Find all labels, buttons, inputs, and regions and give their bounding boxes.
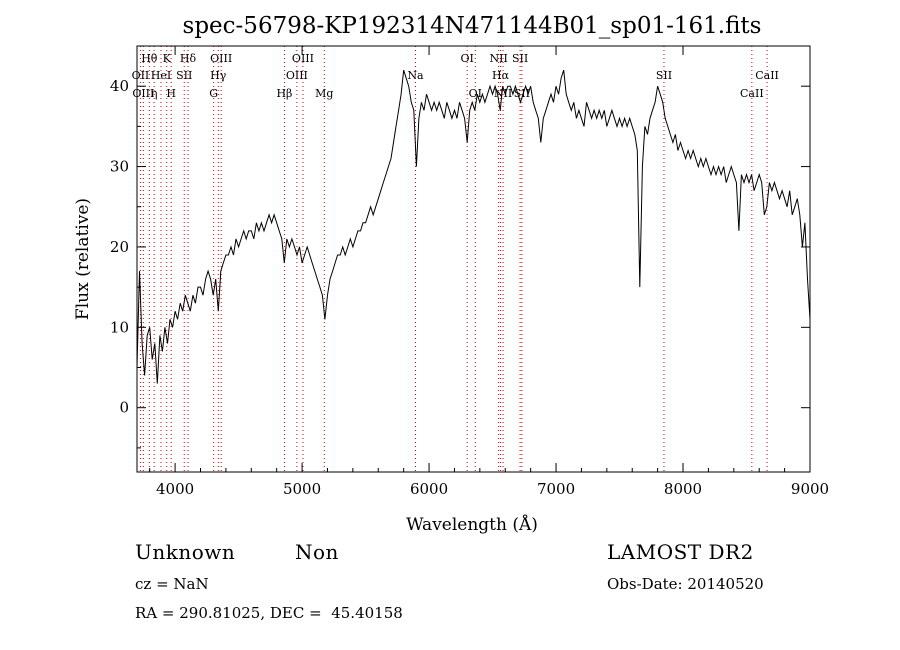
- line-label-6: H: [166, 87, 176, 100]
- line-label-16: Na: [407, 69, 424, 82]
- x-tick-label-2: 6000: [410, 480, 448, 498]
- y-tick-label-1: 10: [110, 318, 129, 336]
- observation-date: Obs-Date: 20140520: [607, 575, 764, 593]
- line-label-19: NII: [489, 52, 507, 65]
- line-label-7: SII: [176, 69, 192, 82]
- line-label-22: SII: [512, 52, 528, 65]
- line-label-4: HeI: [151, 69, 171, 82]
- line-label-20: Hα: [492, 69, 510, 82]
- line-label-3: η: [151, 87, 158, 100]
- y-tick-label-0: 0: [119, 399, 129, 417]
- survey-label: LAMOST DR2: [607, 540, 754, 564]
- line-label-5: K: [163, 52, 172, 65]
- line-label-13: OIII: [286, 69, 308, 82]
- y-tick-label-4: 40: [110, 77, 129, 95]
- line-label-9: G: [209, 87, 218, 100]
- line-label-2: Hθ: [141, 52, 158, 65]
- chart-title: spec-56798-KP192314N471144B01_sp01-161.f…: [183, 13, 762, 39]
- line-label-12: Hβ: [276, 87, 292, 100]
- subclass-label: Non: [295, 540, 339, 564]
- line-label-14: OIII: [292, 52, 314, 65]
- class-label: Unknown: [135, 540, 236, 564]
- x-tick-label-3: 7000: [537, 480, 575, 498]
- y-axis-label: Flux (relative): [73, 198, 93, 320]
- line-label-23: SII: [514, 87, 530, 100]
- spectrum-series-line: [136, 69, 811, 384]
- line-label-8: Hδ: [180, 52, 197, 65]
- line-label-11: OIII: [210, 52, 232, 65]
- spectral-line-labels: OIIOIIIHθηHeIKHSIIHδGHγOIIIHβOIIIOIIIMgN…: [132, 52, 779, 100]
- coordinates-text: RA = 290.81025, DEC = 45.40158: [135, 604, 403, 622]
- line-label-24: SII: [656, 69, 672, 82]
- cz-text: cz = NaN: [135, 575, 209, 593]
- x-axis-label: Wavelength (Å): [406, 514, 538, 535]
- y-tick-label-2: 20: [110, 238, 129, 256]
- line-label-26: CaII: [755, 69, 779, 82]
- line-label-1: OIII: [132, 87, 154, 100]
- plot-frame: [136, 45, 811, 473]
- y-axis-ticks: 0 10 20 30 40: [110, 45, 810, 449]
- spectral-line-markers: [139, 46, 768, 472]
- x-tick-label-5: 9000: [791, 480, 829, 498]
- line-label-0: OII: [132, 69, 150, 82]
- line-label-18: OI: [469, 87, 482, 100]
- line-label-17: OI: [460, 52, 473, 65]
- y-tick-label-3: 30: [110, 158, 129, 176]
- line-label-25: CaII: [740, 87, 764, 100]
- line-label-10: Hγ: [210, 69, 227, 82]
- line-label-15: Mg: [315, 87, 333, 100]
- x-tick-label-4: 8000: [664, 480, 702, 498]
- x-tick-label-0: 4000: [156, 480, 194, 498]
- x-axis-ticks: 4000 5000 6000 7000 8000 9000: [149, 46, 829, 498]
- x-tick-label-1: 5000: [283, 480, 321, 498]
